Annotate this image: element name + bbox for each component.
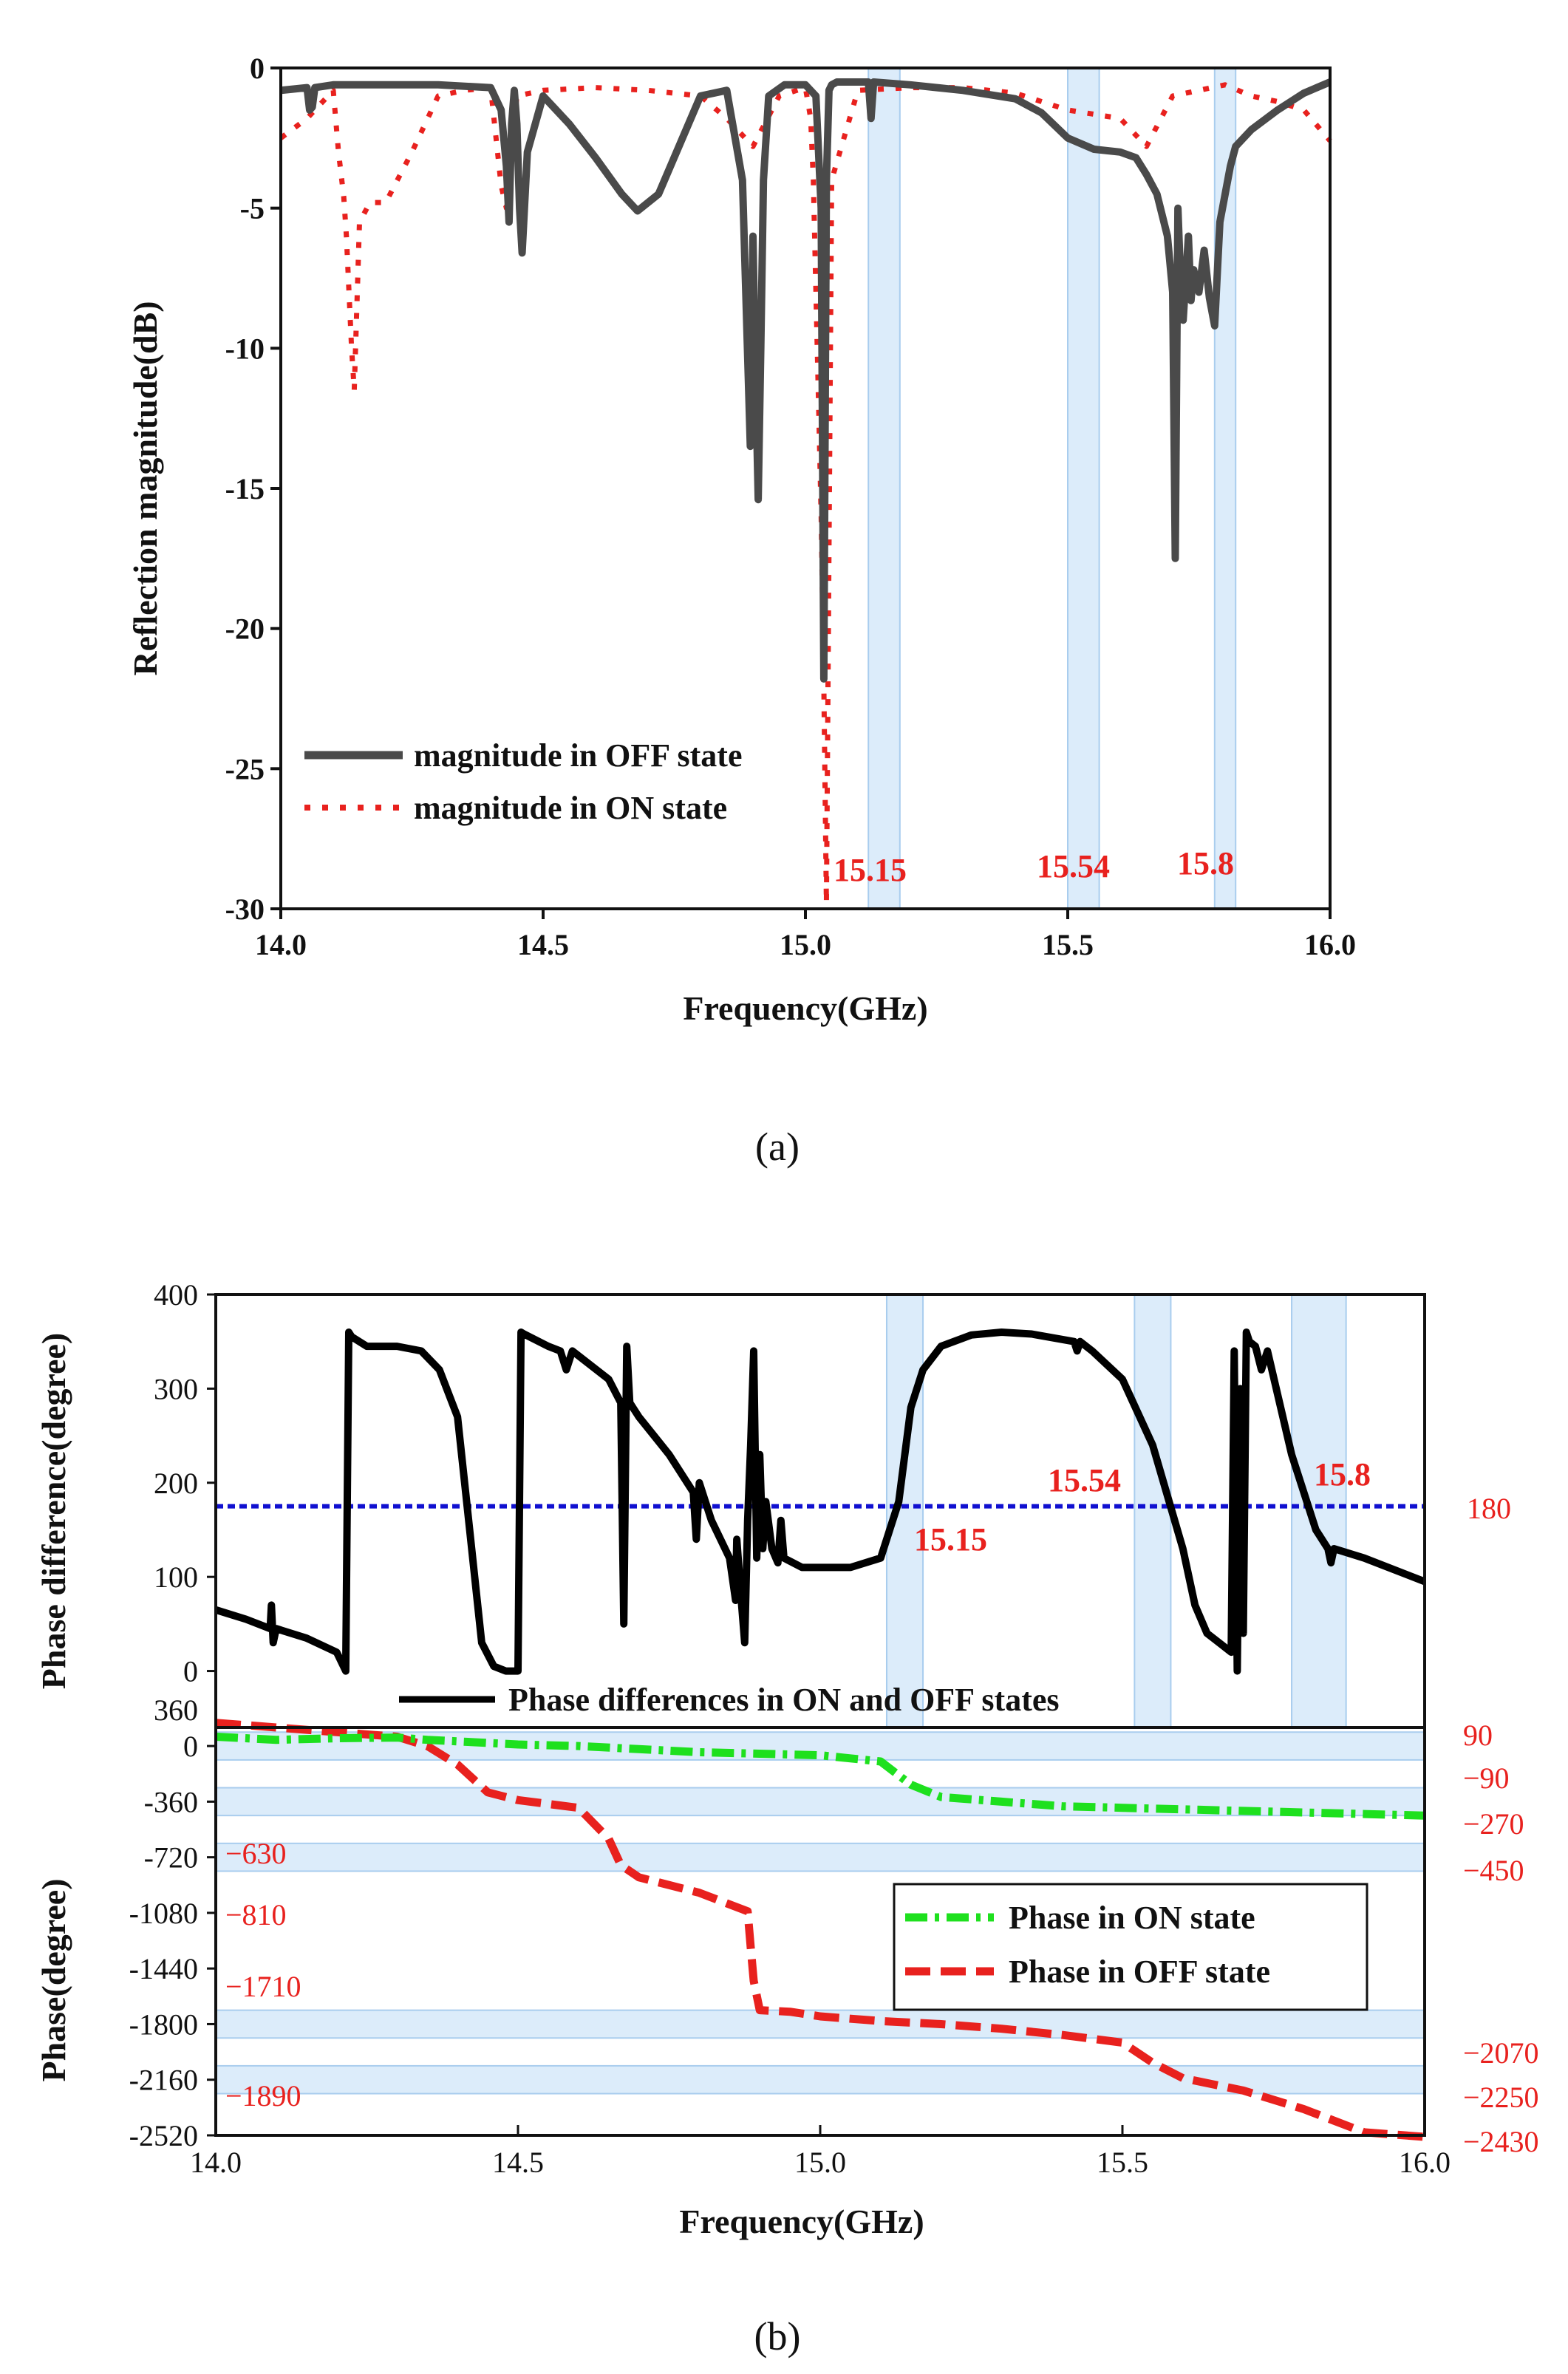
panel-b-bottom-ytick-label: -2520 xyxy=(129,2119,198,2152)
panel-a-xlabel: Frequency(GHz) xyxy=(683,989,927,1027)
panel-a-magnitude-in-off-state xyxy=(280,78,1332,683)
panel-b-top-bands xyxy=(885,1294,1347,1728)
legend-off-magnitude-label: magnitude in OFF state xyxy=(414,737,742,774)
panel-a-xtick-label: 15.0 xyxy=(780,928,831,961)
panel-b-top-band-2 xyxy=(1291,1294,1347,1728)
panel-b-top-phase-differences-in-on-and-off-states xyxy=(214,1328,1426,1675)
panel-a-xtick-label: 14.5 xyxy=(517,928,569,961)
panel-a-xtick-label: 15.5 xyxy=(1042,928,1094,961)
panel-b-top-series xyxy=(214,1328,1426,1675)
legend-phase-on-label: Phase in ON state xyxy=(1009,1900,1255,1936)
panel-b-left-band-label: −1890 xyxy=(225,2079,301,2112)
panel-b-bottom-band-2 xyxy=(215,1842,1425,1872)
panel-b-top: 400 300 200 100 0 360 180 15.15 15.54 15.8 Ph… xyxy=(35,1278,1511,1728)
panel-a-band-0 xyxy=(867,67,901,910)
panel-b-xtick-label: 15.0 xyxy=(794,2146,846,2179)
panel-b-top-ytick-label: 360 xyxy=(154,1693,198,1727)
panel-b-top-ytick-label: 0 xyxy=(183,1655,198,1688)
panel-b-bottom-band-4 xyxy=(215,2064,1425,2095)
panel-b-top-ytick-label: 100 xyxy=(154,1561,198,1594)
panel-b-top-ticks: 400 300 200 100 0 360 xyxy=(154,1278,216,1727)
panel-b-bottom-ytick-label: -2160 xyxy=(129,2064,198,2097)
panel-b-left-band-label: −630 xyxy=(225,1837,287,1870)
panel-a-ytick-label: 0 xyxy=(250,52,265,85)
legend-on-magnitude-label: magnitude in ON state xyxy=(414,790,727,826)
panel-a-ytick-label: -30 xyxy=(225,893,265,926)
caption-b: (b) xyxy=(754,2314,801,2358)
panel-b-bottom-ytick-label: -360 xyxy=(144,1785,198,1818)
panel-b-top-ylabel: Phase difference(degree) xyxy=(35,1333,72,1689)
panel-a-band-1 xyxy=(1067,67,1100,910)
panel-b-bottom-ytick-label: -1440 xyxy=(129,1952,198,1985)
panel-b-xtick-label: 16.0 xyxy=(1399,2146,1451,2179)
panel-a-xtick-label: 16.0 xyxy=(1304,928,1356,961)
panel-b-left-band-label: −810 xyxy=(225,1898,287,1931)
panel-b-right-band-label: −450 xyxy=(1463,1854,1524,1887)
panel-a-ytick-label: -15 xyxy=(225,472,265,505)
panel-b-marker-15-54: 15.54 xyxy=(1048,1462,1121,1498)
panel-b-right-band-label: −90 xyxy=(1463,1761,1510,1795)
panel-b-right-band-label: −2250 xyxy=(1463,2081,1539,2114)
panel-b-top-ytick-label: 400 xyxy=(154,1278,198,1312)
panel-a-series xyxy=(279,78,1332,906)
panel-a-ytick-label: -10 xyxy=(225,332,265,365)
panel-b-left-band-label: −1710 xyxy=(225,1970,301,2003)
panel-a-ylabel: Reflection magnitude(dB) xyxy=(126,301,164,675)
panel-b-right-band-label: −270 xyxy=(1463,1807,1524,1841)
panel-b-top-ytick-label: 200 xyxy=(154,1467,198,1500)
panel-b-bottom-ytick-label: -1080 xyxy=(129,1897,198,1930)
panel-b-bottom-ytick-label: -1800 xyxy=(129,2008,198,2041)
panel-b-bottom-ytick-label: 0 xyxy=(183,1730,198,1763)
legend-phase-difference-label: Phase differences in ON and OFF states xyxy=(508,1682,1060,1718)
panel-b-bottom-phase-in-off-state xyxy=(215,1719,1425,2141)
panel-b-right-band-label: −2070 xyxy=(1463,2036,1539,2070)
panel-a-ytick-label: -20 xyxy=(225,613,265,646)
panel-b-marker-15-15: 15.15 xyxy=(914,1521,987,1558)
panel-a-ytick-label: -5 xyxy=(240,192,265,225)
panel-a-marker-15-15: 15.15 xyxy=(834,852,907,888)
panel-b-xtick-label: 14.0 xyxy=(190,2146,242,2179)
panel-a-magnitude-in-on-state xyxy=(279,82,1332,906)
panel-b-bottom-band-labels: −630 −810 −1710 −1890 90 −90 −270 −450 −2070 −225… xyxy=(225,1719,1539,2158)
panel-b-xtick-label: 14.5 xyxy=(492,2146,544,2179)
panel-b-right-band-label: 90 xyxy=(1463,1719,1493,1752)
panel-b-right-band-label: −2430 xyxy=(1463,2125,1539,2158)
panel-b-top-band-1 xyxy=(1134,1294,1172,1728)
panel-a-xtick-label: 14.0 xyxy=(255,928,307,961)
reference-line-label: 180 xyxy=(1467,1492,1511,1525)
panel-b-bottom-frame xyxy=(214,1726,1426,2137)
panel-a-ytick-label: -25 xyxy=(225,752,265,785)
legend-phase-off-label: Phase in OFF state xyxy=(1009,1954,1270,1990)
panel-b-bottom-legend-box xyxy=(893,1883,1368,2011)
caption-a: (a) xyxy=(755,1125,800,1169)
panel-b-top-ytick-label: 300 xyxy=(154,1372,198,1405)
panel-b-xtick-label: 15.5 xyxy=(1097,2146,1148,2179)
panel-a-marker-15-54: 15.54 xyxy=(1037,848,1110,884)
panel-a-marker-15-8: 15.8 xyxy=(1177,845,1234,881)
panel-a-bands xyxy=(867,67,1237,910)
panel-b-xlabel: Frequency(GHz) xyxy=(679,2203,924,2240)
panel-b-bottom-ytick-label: -720 xyxy=(144,1841,198,1875)
panel-b-marker-15-8: 15.8 xyxy=(1314,1456,1371,1493)
panel-b-bottom-ylabel: Phase(degree) xyxy=(35,1878,72,2081)
panel-b-bottom-series xyxy=(215,1719,1425,2141)
